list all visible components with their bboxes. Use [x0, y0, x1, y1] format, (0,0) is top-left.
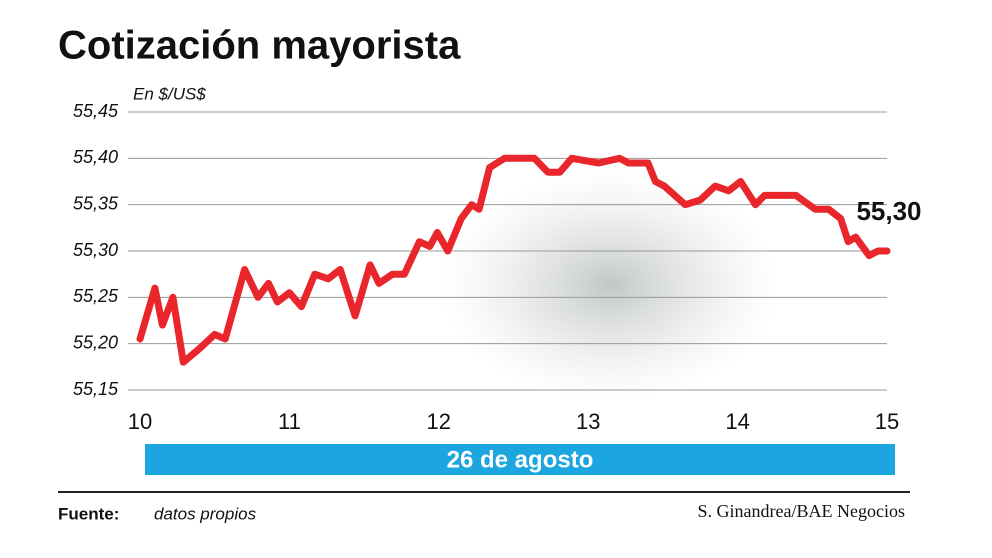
x-axis-label: 26 de agosto	[447, 446, 594, 473]
y-tick-label: 55,40	[73, 147, 118, 167]
y-tick-label: 55,45	[73, 101, 119, 121]
y-tick-label: 55,35	[73, 193, 119, 213]
x-tick-label: 12	[427, 409, 451, 434]
y-tick-label: 55,15	[73, 379, 119, 399]
x-tick-label: 13	[576, 409, 600, 434]
source: datos propios	[154, 504, 257, 523]
subtitle: En $/US$	[133, 84, 206, 103]
y-tick-label: 55,30	[73, 240, 118, 260]
value-annotation: 55,30	[856, 196, 921, 226]
chart-title: Cotización mayorista	[58, 24, 461, 68]
line	[136, 154, 891, 366]
y-tick-label: 55,25	[73, 286, 119, 306]
x-tick-label: 15	[875, 409, 899, 434]
x-axis-band	[145, 444, 895, 475]
credit: S. Ginandrea/BAE Negocios	[698, 501, 905, 521]
x-tick-label: 14	[725, 409, 749, 434]
x-tick-label: 10	[128, 409, 152, 434]
background-image	[440, 170, 780, 400]
y-tick-label: 55,20	[73, 332, 118, 352]
x-tick-label: 11	[278, 409, 301, 434]
source-label: Fuente:	[58, 504, 119, 523]
